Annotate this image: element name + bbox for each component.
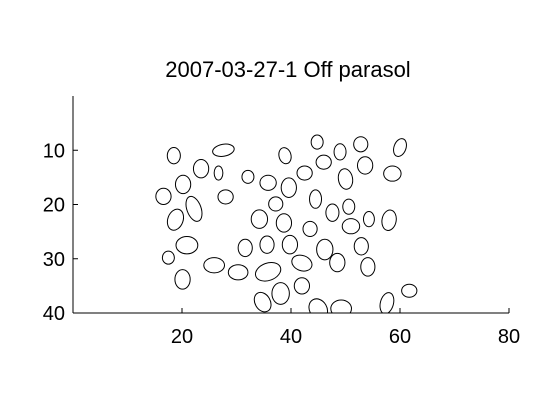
rf-ellipse bbox=[213, 165, 224, 181]
rf-ellipse bbox=[174, 269, 191, 290]
y-tick-label: 40 bbox=[43, 303, 65, 325]
rf-ellipse bbox=[281, 234, 299, 255]
rf-ellipse bbox=[393, 138, 407, 157]
y-tick-label: 30 bbox=[43, 249, 65, 271]
rf-ellipse bbox=[356, 156, 374, 175]
plot-area bbox=[155, 134, 418, 313]
rf-ellipse bbox=[310, 134, 324, 150]
rf-ellipse bbox=[217, 189, 234, 205]
rf-ellipse bbox=[329, 252, 346, 273]
rf-ellipse bbox=[259, 174, 277, 191]
rf-ellipse bbox=[325, 203, 340, 222]
rf-ellipse bbox=[401, 283, 418, 298]
rf-ellipse bbox=[259, 235, 275, 254]
rf-ellipse bbox=[268, 196, 284, 212]
rf-ellipse bbox=[253, 291, 272, 313]
rf-ellipse bbox=[353, 136, 369, 153]
rf-ellipse bbox=[360, 257, 376, 277]
y-tick-label: 10 bbox=[43, 140, 65, 162]
rf-ellipse bbox=[381, 209, 397, 231]
rf-ellipse bbox=[203, 257, 226, 274]
rf-ellipse bbox=[379, 292, 395, 313]
rf-ellipse bbox=[175, 236, 199, 255]
rf-ellipse bbox=[341, 218, 361, 235]
x-tick-label: 60 bbox=[389, 326, 411, 348]
rf-ellipse bbox=[362, 211, 375, 228]
rf-ellipse bbox=[309, 189, 323, 209]
rf-ellipse bbox=[166, 147, 181, 165]
x-tick-label: 80 bbox=[498, 326, 520, 348]
rf-ellipse bbox=[250, 209, 269, 229]
rf-ellipse bbox=[280, 177, 297, 198]
rf-ellipse bbox=[185, 195, 203, 222]
rf-ellipse bbox=[227, 264, 249, 281]
rf-ellipse bbox=[271, 282, 290, 305]
rf-ellipse bbox=[293, 277, 311, 295]
rf-ellipse bbox=[241, 169, 255, 184]
rf-ellipse bbox=[291, 254, 313, 272]
rf-ellipse bbox=[308, 298, 329, 313]
rf-ellipse bbox=[353, 237, 369, 256]
rf-ellipse bbox=[254, 261, 282, 282]
rf-ellipse bbox=[212, 143, 235, 157]
rf-ellipse bbox=[342, 198, 356, 215]
x-tick-label: 20 bbox=[171, 326, 193, 348]
axes: 20 40 60 80 10 20 30 40 bbox=[43, 96, 520, 348]
rf-ellipse bbox=[275, 213, 293, 233]
rf-ellipse bbox=[337, 168, 354, 190]
rf-ellipse bbox=[302, 220, 318, 238]
rf-ellipse bbox=[296, 165, 313, 181]
rf-ellipse bbox=[278, 147, 292, 165]
x-tick-label: 40 bbox=[280, 326, 302, 348]
rf-ellipse bbox=[315, 154, 332, 170]
rf-ellipse bbox=[155, 187, 172, 206]
rf-ellipse bbox=[192, 158, 210, 179]
rf-ellipse bbox=[383, 165, 402, 182]
y-tick-label: 20 bbox=[43, 195, 65, 217]
chart-title: 2007-03-27-1 Off parasol bbox=[165, 57, 410, 82]
rf-ellipse bbox=[237, 238, 253, 258]
rf-ellipse bbox=[316, 238, 334, 261]
rf-ellipse bbox=[161, 250, 175, 265]
rf-ellipse bbox=[166, 208, 185, 231]
rf-ellipse bbox=[333, 143, 347, 161]
rf-ellipse bbox=[330, 299, 352, 313]
rf-ellipse bbox=[174, 174, 192, 195]
